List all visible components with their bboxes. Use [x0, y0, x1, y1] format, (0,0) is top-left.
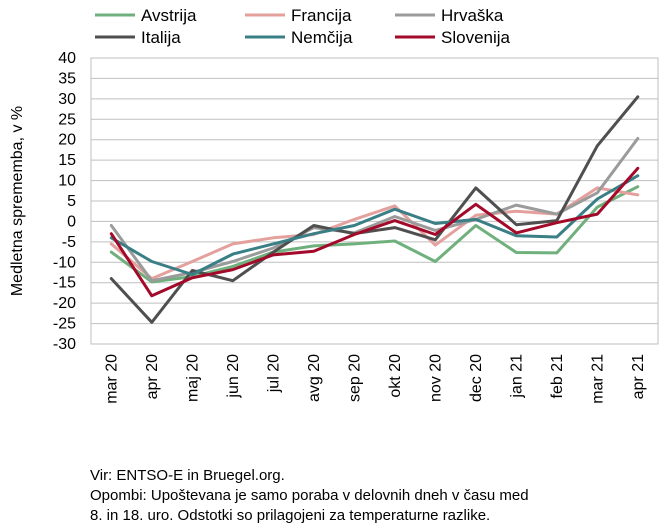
x-axis-ticks: mar 20 apr 20 maj 20 jun 20 jul 20 avg 20 sep … [103, 354, 647, 404]
y-tick-label: -20 [53, 295, 76, 312]
chart-notes: Vir: ENTSO-E in Bruegel.org. Opombi: Upo… [90, 466, 660, 526]
x-tick-label: dec 20 [468, 354, 485, 402]
x-tick-label: apr 20 [144, 354, 161, 399]
y-tick-label: 15 [58, 152, 76, 169]
chart-legend: Avstrija Francija Hrvaška Italija Nemčija Slo… [95, 6, 511, 47]
x-tick-label: sep 20 [346, 354, 363, 402]
remarks-line-1: Opombi: Upoštevana je samo poraba v delo… [90, 487, 529, 504]
gridlines [91, 77, 658, 325]
x-tick-label: maj 20 [184, 354, 201, 402]
y-tick-label: 20 [58, 132, 76, 149]
series-line-1 [109, 185, 640, 284]
y-tick-label: 0 [67, 213, 76, 230]
x-tick-label: mar 20 [103, 354, 120, 404]
x-tick-label: okt 20 [387, 354, 404, 398]
y-tick-label: 30 [58, 91, 76, 108]
legend-label: Slovenija [441, 28, 511, 47]
y-tick-label: 35 [58, 70, 76, 87]
y-axis-ticks: -30 -25 -20 -15 -10 -5 0 5 10 15 20 25 30 35 40 [53, 50, 76, 353]
line-chart: Avstrija Francija Hrvaška Italija Nemčija Slo… [9, 6, 659, 404]
x-tick-label: jun 20 [225, 354, 242, 399]
remarks-line-2: 8. in 18. uro. Odstotki so prilagojeni z… [90, 507, 491, 524]
y-tick-label: -10 [53, 254, 76, 271]
series-line-4 [109, 95, 640, 324]
x-tick-label: jan 21 [508, 354, 525, 399]
legend-label: Hrvaška [441, 6, 504, 25]
series-lines [109, 95, 640, 324]
x-tick-label: nov 20 [427, 354, 444, 402]
y-axis-label: Medletna sprememba, v % [9, 106, 26, 296]
source-note: Vir: ENTSO-E in Bruegel.org. [90, 467, 285, 484]
series-line-6 [109, 166, 640, 298]
x-tick-label: avg 20 [306, 354, 323, 402]
y-tick-label: -30 [53, 336, 76, 353]
y-tick-label: 5 [67, 193, 76, 210]
legend-label: Italija [141, 28, 181, 47]
y-tick-label: -15 [53, 275, 76, 292]
y-tick-label: -5 [62, 234, 76, 251]
legend-label: Nemčija [291, 28, 353, 47]
x-tick-label: apr 21 [630, 354, 647, 399]
x-tick-label: mar 21 [589, 354, 606, 404]
y-tick-label: -25 [53, 316, 76, 333]
x-tick-label: jul 20 [265, 354, 282, 393]
legend-label: Avstrija [141, 6, 197, 25]
series-line-5 [109, 174, 640, 276]
y-tick-label: 10 [58, 173, 76, 190]
y-tick-label: 40 [58, 50, 76, 67]
x-tick-label: feb 21 [549, 354, 566, 399]
y-tick-label: 25 [58, 111, 76, 128]
legend-label: Francija [291, 6, 352, 25]
